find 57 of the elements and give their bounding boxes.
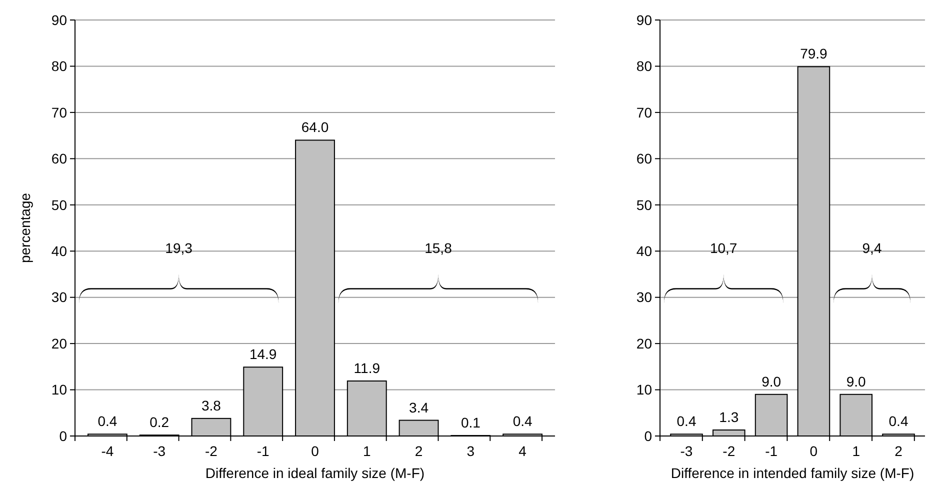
y-tick-label: 90 [636, 12, 652, 28]
annotation: 10,7 [710, 240, 738, 256]
x-tick-label: 3 [466, 443, 475, 459]
y-tick-label: 60 [636, 150, 652, 167]
y-tick-label: 80 [51, 58, 68, 74]
x-tick-label: -2 [204, 443, 218, 459]
data-label: 0.4 [512, 413, 533, 430]
x-tick-label: 0 [810, 443, 818, 459]
data-label: 3.8 [201, 397, 222, 414]
data-label: 64.0 [301, 119, 329, 136]
x-tick-label: -1 [256, 443, 270, 459]
y-tick-label: 90 [51, 12, 68, 28]
y-tick-label: 80 [636, 58, 652, 74]
annotation: 9,4 [862, 240, 882, 256]
x-tick-label: -3 [680, 443, 693, 459]
annotation: 19,3 [165, 240, 193, 256]
x-axis-title: Difference in ideal family size (M-F) [205, 465, 425, 481]
y-tick-label: 10 [636, 382, 652, 398]
data-label: 9.0 [762, 373, 782, 390]
y-tick-label: 40 [636, 243, 652, 260]
data-label: 0.4 [888, 413, 908, 430]
data-label: 0.2 [150, 414, 170, 430]
y-tick-label: 20 [51, 335, 68, 352]
y-tick-label: 70 [51, 104, 68, 120]
x-tick-label: 0 [311, 443, 320, 459]
y-tick-label: 10 [51, 382, 68, 398]
data-label: 79.9 [800, 46, 828, 62]
y-tick-label: 0 [644, 428, 652, 444]
y-tick-label: 30 [51, 289, 68, 306]
data-label: 1.3 [719, 408, 739, 425]
x-tick-label: 2 [414, 443, 423, 459]
y-tick-label: 60 [51, 150, 68, 167]
data-label: 0.4 [98, 413, 118, 430]
y-tick-label: 50 [51, 196, 68, 213]
y-tick-label: 0 [59, 428, 68, 444]
data-label: 0.4 [676, 413, 696, 430]
x-tick-label: -4 [101, 443, 114, 459]
x-tick-label: 1 [362, 443, 371, 459]
y-axis-title: percentage [17, 192, 33, 264]
data-label: 11.9 [354, 360, 380, 376]
x-tick-label: 4 [518, 443, 527, 459]
y-tick-label: 50 [636, 196, 652, 213]
annotation: 15,8 [424, 240, 452, 256]
data-label: 3.4 [409, 399, 429, 416]
x-tick-label: -3 [153, 443, 166, 459]
x-tick-label: -1 [765, 443, 778, 459]
y-tick-label: 30 [636, 289, 652, 306]
data-label: 0.1 [460, 414, 481, 431]
x-tick-label: 2 [894, 443, 903, 459]
y-tick-label: 40 [51, 243, 68, 260]
x-axis-title: Difference in intended family size (M-F) [670, 465, 914, 481]
data-label: 9.0 [846, 373, 866, 390]
y-tick-label: 70 [636, 104, 652, 120]
x-tick-label: -2 [722, 443, 736, 459]
y-tick-label: 20 [636, 335, 652, 352]
x-tick-label: 1 [852, 443, 860, 459]
data-label: 14.9 [249, 346, 277, 362]
